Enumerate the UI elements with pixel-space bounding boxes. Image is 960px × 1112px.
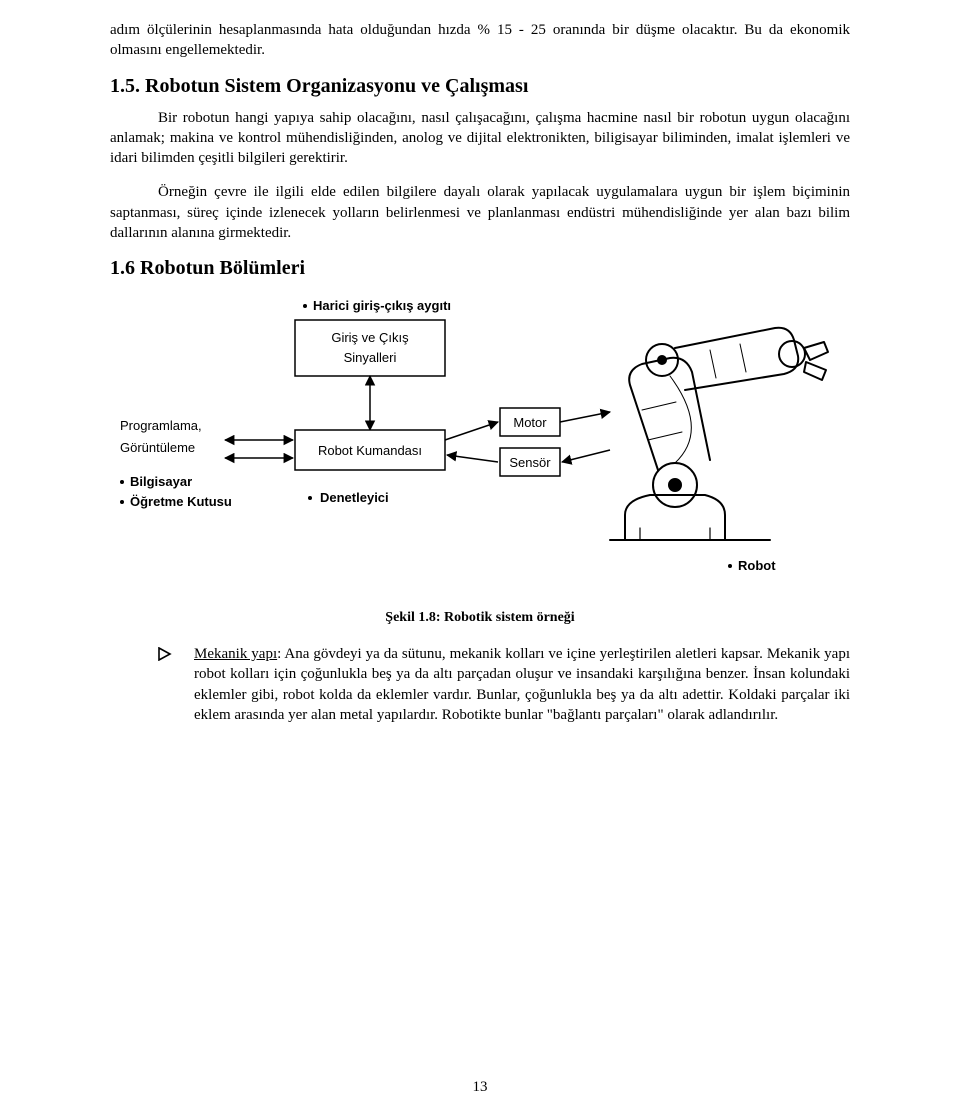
page-number: 13	[0, 1079, 960, 1096]
diagram-left-b1: Bilgisayar	[130, 474, 192, 489]
diagram-sensor-label: Sensör	[509, 455, 551, 470]
robot-system-diagram: Giriş ve Çıkış Sinyalleri Harici giriş-ç…	[110, 290, 850, 600]
diagram-left-line1: Programlama,	[120, 418, 202, 433]
bullet-mekanik-yapi: Mekanik yapı: Ana gövdeyi ya da sütunu, …	[158, 644, 850, 725]
paragraph-1: adım ölçülerinin hesaplanmasında hata ol…	[110, 20, 850, 61]
diagram-io-line1: Giriş ve Çıkış	[331, 330, 409, 345]
paragraph-3: Örneğin çevre ile ilgili elde edilen bil…	[110, 182, 850, 243]
diagram-ctrl-label: Robot Kumandası	[318, 443, 422, 458]
diagram-motor-label: Motor	[513, 415, 547, 430]
paragraph-2: Bir robotun hangi yapıya sahip olacağını…	[110, 108, 850, 169]
figure-caption: Şekil 1.8: Robotik sistem örneği	[110, 610, 850, 626]
bullet-arrow-icon	[158, 644, 194, 661]
robot-arm-drawing	[610, 328, 828, 540]
diagram-left-b2: Öğretme Kutusu	[130, 494, 232, 509]
bullet-lead: Mekanik yapı	[194, 646, 277, 662]
heading-1-5: 1.5. Robotun Sistem Organizasyonu ve Çal…	[110, 75, 850, 98]
bullet-rest: : Ana gövdeyi ya da sütunu, mekanik koll…	[194, 646, 850, 723]
diagram-robot-label: Robot	[738, 558, 776, 573]
diagram-io-line2: Sinyalleri	[344, 350, 397, 365]
diagram-io-title: Harici giriş-çıkış aygıtı	[313, 298, 451, 313]
heading-1-6: 1.6 Robotun Bölümleri	[110, 257, 850, 280]
diagram-ctrl-sub: Denetleyici	[320, 490, 389, 505]
diagram-left-line2: Görüntüleme	[120, 440, 195, 455]
